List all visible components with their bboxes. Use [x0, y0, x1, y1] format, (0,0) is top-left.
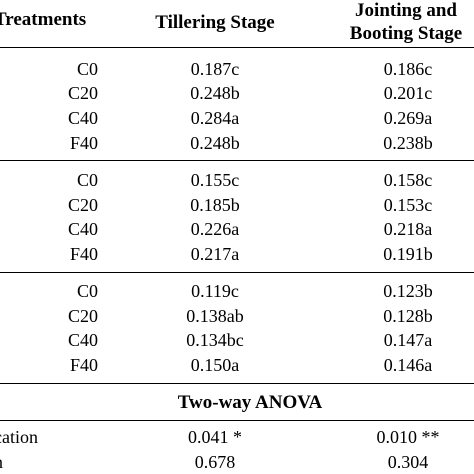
row-tillering: 0.138ab	[186, 306, 244, 326]
anova-row-tillering: 0.041 *	[188, 427, 242, 447]
row-treatment: C0	[76, 170, 98, 190]
anova-row-label: n	[0, 450, 3, 474]
row-jointing: 0.269a	[383, 108, 433, 128]
header-jointing-line1: Jointing and	[355, 0, 457, 21]
anova-title: Two-way ANOVA	[177, 392, 323, 413]
header-jointing-booting-stage: Jointing and Booting Stage	[338, 0, 474, 45]
group-rule	[0, 160, 474, 161]
row-treatment: C20	[67, 83, 98, 103]
row-jointing: 0.201c	[383, 83, 433, 103]
row-tillering: 0.248b	[190, 133, 240, 153]
anova-row-tillering: 0.678	[194, 452, 236, 472]
row-jointing: 0.158c	[383, 170, 433, 190]
row-tillering: 0.134bc	[186, 330, 244, 350]
anova-rule	[0, 420, 474, 421]
row-jointing: 0.153c	[383, 195, 433, 215]
header-treatments: Treatments	[0, 9, 87, 30]
header-jointing-line2: Booting Stage	[349, 23, 463, 44]
row-treatment: C20	[67, 195, 98, 215]
row-treatment: F40	[69, 355, 98, 375]
row-tillering: 0.119c	[191, 281, 239, 301]
row-jointing: 0.218a	[383, 219, 433, 239]
row-jointing: 0.146a	[383, 355, 433, 375]
row-jointing: 0.186c	[383, 59, 433, 79]
row-tillering: 0.284a	[190, 108, 240, 128]
group-rule	[0, 383, 474, 384]
row-tillering: 0.217a	[190, 244, 240, 264]
anova-row-jointing: 0.304	[387, 452, 429, 472]
row-treatment: C0	[76, 281, 98, 301]
row-jointing: 0.191b	[383, 244, 433, 264]
row-treatment: C40	[67, 108, 98, 128]
header-tillering-stage: Tillering Stage	[155, 12, 275, 33]
row-tillering: 0.187c	[190, 59, 240, 79]
row-tillering: 0.150a	[190, 355, 240, 375]
group-rule	[0, 272, 474, 273]
row-treatment: C20	[67, 306, 98, 326]
row-jointing: 0.147a	[383, 330, 433, 350]
row-treatment: F40	[69, 133, 98, 153]
row-tillering: 0.226a	[190, 219, 240, 239]
row-treatment: C40	[67, 330, 98, 350]
row-tillering: 0.185b	[190, 195, 240, 215]
row-treatment: C0	[76, 59, 98, 79]
anova-row-label: cation	[0, 427, 38, 447]
row-jointing: 0.128b	[383, 306, 433, 326]
row-tillering: 0.155c	[190, 170, 240, 190]
row-tillering: 0.248b	[190, 83, 240, 103]
anova-row-jointing: 0.010 **	[376, 427, 440, 447]
row-jointing: 0.123b	[383, 281, 433, 301]
row-treatment: F40	[69, 244, 98, 264]
header-rule	[0, 47, 474, 48]
row-jointing: 0.238b	[383, 133, 433, 153]
row-treatment: C40	[67, 219, 98, 239]
